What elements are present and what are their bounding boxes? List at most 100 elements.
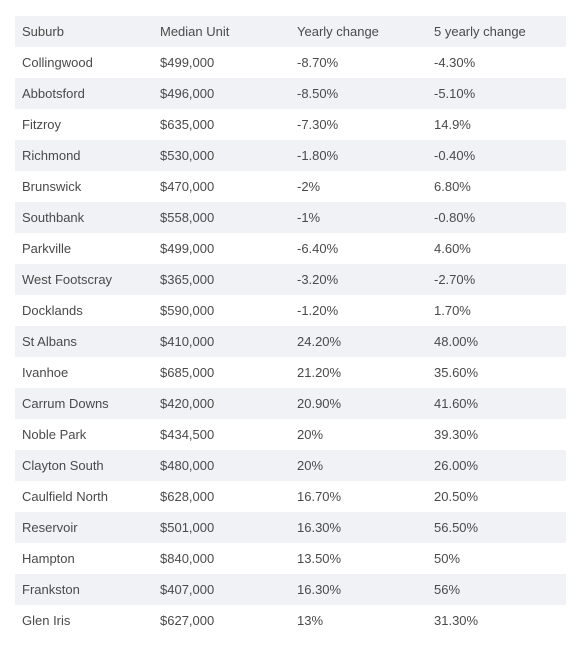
cell-suburb: Carrum Downs: [22, 396, 109, 411]
cell-yearly-change: 20.90%: [297, 396, 342, 411]
table-row: St Albans $410,000 24.20% 48.00%: [15, 326, 566, 357]
table-body: Collingwood $499,000 -8.70% -4.30% Abbotsfor…: [15, 47, 566, 636]
cell-yearly-change: 20%: [297, 427, 324, 442]
cell-5-yearly-change: 20.50%: [434, 489, 479, 504]
table-row: Caulfield North $628,000 16.70% 20.50%: [15, 481, 566, 512]
cell-median-unit: $501,000: [160, 520, 215, 535]
cell-suburb: Hampton: [22, 551, 75, 566]
header-yearly-change: Yearly change: [297, 24, 379, 39]
cell-median-unit: $840,000: [160, 551, 215, 566]
cell-suburb: Frankston: [22, 582, 80, 597]
suburb-median-table: Suburb Median Unit Yearly change 5 yearl…: [15, 16, 566, 636]
cell-median-unit: $628,000: [160, 489, 215, 504]
cell-5-yearly-change: 6.80%: [434, 179, 471, 194]
cell-suburb: Abbotsford: [22, 86, 85, 101]
cell-5-yearly-change: -2.70%: [434, 272, 476, 287]
cell-yearly-change: -2%: [297, 179, 321, 194]
cell-5-yearly-change: 48.00%: [434, 334, 479, 349]
cell-suburb: Glen Iris: [22, 613, 71, 628]
table-row: Hampton $840,000 13.50% 50%: [15, 543, 566, 574]
header-suburb: Suburb: [22, 24, 64, 39]
cell-suburb: Collingwood: [22, 55, 93, 70]
table-row: Reservoir $501,000 16.30% 56.50%: [15, 512, 566, 543]
cell-yearly-change: -1.80%: [297, 148, 339, 163]
table-row: West Footscray $365,000 -3.20% -2.70%: [15, 264, 566, 295]
cell-yearly-change: 13.50%: [297, 551, 342, 566]
cell-5-yearly-change: 31.30%: [434, 613, 479, 628]
cell-suburb: Richmond: [22, 148, 81, 163]
table-row: Richmond $530,000 -1.80% -0.40%: [15, 140, 566, 171]
suburb-table-container: Suburb Median Unit Yearly change 5 yearl…: [15, 16, 566, 636]
cell-yearly-change: 24.20%: [297, 334, 342, 349]
cell-5-yearly-change: 56.50%: [434, 520, 479, 535]
cell-suburb: Fitzroy: [22, 117, 61, 132]
cell-yearly-change: 16.30%: [297, 582, 342, 597]
cell-suburb: Caulfield North: [22, 489, 108, 504]
table-row: Fitzroy $635,000 -7.30% 14.9%: [15, 109, 566, 140]
cell-median-unit: $420,000: [160, 396, 215, 411]
cell-yearly-change: -1.20%: [297, 303, 339, 318]
cell-5-yearly-change: 4.60%: [434, 241, 471, 256]
table-row: Southbank $558,000 -1% -0.80%: [15, 202, 566, 233]
table-header: Suburb Median Unit Yearly change 5 yearl…: [15, 16, 566, 47]
header-median-unit: Median Unit: [160, 24, 230, 39]
cell-5-yearly-change: -0.40%: [434, 148, 476, 163]
table-row: Docklands $590,000 -1.20% 1.70%: [15, 295, 566, 326]
table-row: Noble Park $434,500 20% 39.30%: [15, 419, 566, 450]
cell-median-unit: $434,500: [160, 427, 215, 442]
cell-5-yearly-change: 14.9%: [434, 117, 471, 132]
cell-suburb: Docklands: [22, 303, 83, 318]
table-row: Abbotsford $496,000 -8.50% -5.10%: [15, 78, 566, 109]
cell-suburb: Parkville: [22, 241, 72, 256]
cell-suburb: Southbank: [22, 210, 85, 225]
cell-suburb: Noble Park: [22, 427, 87, 442]
table-row: Glen Iris $627,000 13% 31.30%: [15, 605, 566, 636]
table-row: Collingwood $499,000 -8.70% -4.30%: [15, 47, 566, 78]
cell-median-unit: $496,000: [160, 86, 215, 101]
cell-5-yearly-change: -4.30%: [434, 55, 476, 70]
cell-5-yearly-change: 1.70%: [434, 303, 471, 318]
cell-yearly-change: 16.70%: [297, 489, 342, 504]
cell-5-yearly-change: -5.10%: [434, 86, 476, 101]
cell-5-yearly-change: 41.60%: [434, 396, 479, 411]
cell-suburb: West Footscray: [22, 272, 113, 287]
cell-suburb: Clayton South: [22, 458, 104, 473]
cell-5-yearly-change: 35.60%: [434, 365, 479, 380]
cell-yearly-change: -8.50%: [297, 86, 339, 101]
cell-median-unit: $558,000: [160, 210, 215, 225]
cell-yearly-change: -8.70%: [297, 55, 339, 70]
cell-5-yearly-change: -0.80%: [434, 210, 476, 225]
cell-median-unit: $407,000: [160, 582, 215, 597]
cell-median-unit: $530,000: [160, 148, 215, 163]
header-5-yearly-change: 5 yearly change: [434, 24, 526, 39]
cell-median-unit: $590,000: [160, 303, 215, 318]
cell-median-unit: $480,000: [160, 458, 215, 473]
cell-suburb: Ivanhoe: [22, 365, 69, 380]
cell-5-yearly-change: 56%: [434, 582, 461, 597]
cell-suburb: Reservoir: [22, 520, 78, 535]
cell-yearly-change: -6.40%: [297, 241, 339, 256]
cell-yearly-change: -1%: [297, 210, 321, 225]
cell-5-yearly-change: 26.00%: [434, 458, 479, 473]
cell-suburb: St Albans: [22, 334, 77, 349]
cell-suburb: Brunswick: [22, 179, 82, 194]
cell-yearly-change: 13%: [297, 613, 324, 628]
table-row: Ivanhoe $685,000 21.20% 35.60%: [15, 357, 566, 388]
cell-median-unit: $470,000: [160, 179, 215, 194]
cell-yearly-change: -7.30%: [297, 117, 339, 132]
table-row: Brunswick $470,000 -2% 6.80%: [15, 171, 566, 202]
cell-median-unit: $627,000: [160, 613, 215, 628]
cell-median-unit: $635,000: [160, 117, 215, 132]
cell-5-yearly-change: 50%: [434, 551, 461, 566]
table-row: Frankston $407,000 16.30% 56%: [15, 574, 566, 605]
cell-median-unit: $499,000: [160, 241, 215, 256]
table-row: Parkville $499,000 -6.40% 4.60%: [15, 233, 566, 264]
cell-yearly-change: -3.20%: [297, 272, 339, 287]
cell-yearly-change: 16.30%: [297, 520, 342, 535]
cell-median-unit: $410,000: [160, 334, 215, 349]
table-row: Clayton South $480,000 20% 26.00%: [15, 450, 566, 481]
cell-median-unit: $365,000: [160, 272, 215, 287]
header-row: Suburb Median Unit Yearly change 5 yearl…: [15, 16, 566, 47]
cell-median-unit: $499,000: [160, 55, 215, 70]
cell-yearly-change: 21.20%: [297, 365, 342, 380]
